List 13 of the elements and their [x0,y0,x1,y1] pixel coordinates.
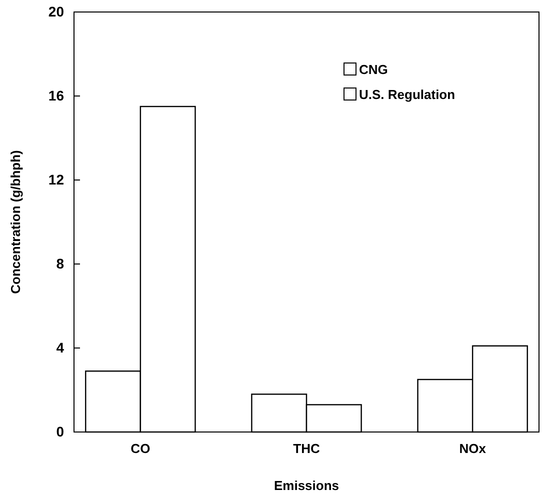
legend-label: CNG [359,62,388,77]
y-tick-label: 8 [56,255,64,272]
x-tick-label: NOx [459,441,487,456]
legend-label: U.S. Regulation [359,87,456,102]
y-axis-title: Concentration (g/bhph) [8,150,23,294]
y-tick-label: 0 [56,423,64,440]
y-tick-label: 20 [48,3,64,20]
x-tick-label: THC [293,441,320,456]
x-axis-title: Emissions [274,478,340,493]
y-tick-label: 4 [56,339,64,356]
y-tick-label: 12 [48,171,64,188]
y-tick-label: 16 [48,87,64,104]
x-tick-label: CO [130,441,150,456]
